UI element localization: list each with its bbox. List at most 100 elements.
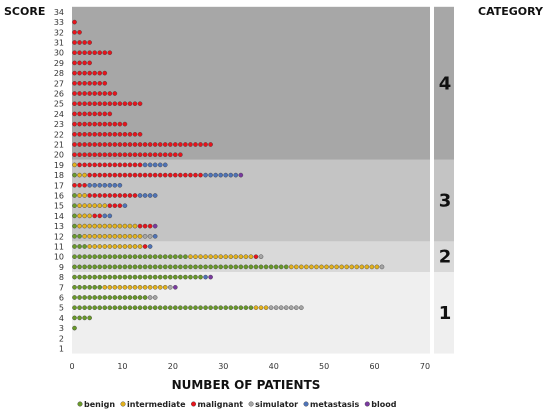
data-point-malignant (82, 91, 87, 96)
data-point-benign (102, 254, 108, 260)
category-bar-3 (434, 159, 454, 242)
data-point-malignant (127, 162, 133, 168)
y-tick-label: 9 (59, 263, 64, 272)
category-band-4 (72, 6, 430, 160)
data-point-metastasis (213, 172, 218, 178)
data-point-intermediate (112, 223, 118, 229)
category-label-4: 4 (439, 73, 452, 94)
data-point-malignant (107, 111, 113, 117)
data-point-benign (87, 264, 92, 270)
data-point-malignant (72, 131, 77, 137)
data-point-malignant (72, 182, 77, 188)
data-point-malignant (87, 81, 92, 86)
data-point-benign (102, 264, 108, 270)
data-point-benign (198, 274, 203, 280)
data-point-malignant (102, 162, 108, 168)
data-point-intermediate (102, 203, 108, 208)
data-point-benign (162, 274, 168, 280)
data-point-malignant (102, 131, 108, 137)
y-tick-label: 5 (59, 304, 64, 313)
data-point-malignant (112, 142, 118, 147)
legend-label-benign: benign (84, 400, 115, 409)
data-point-malignant (72, 121, 77, 127)
data-point-intermediate (72, 162, 77, 168)
data-point-benign (178, 254, 183, 260)
data-point-benign (157, 254, 163, 260)
data-point-benign (117, 274, 123, 280)
data-point-benign (223, 305, 229, 311)
data-point-malignant (107, 101, 113, 106)
data-point-metastasis (157, 162, 163, 168)
data-point-intermediate (233, 254, 239, 260)
data-point-malignant (117, 131, 123, 137)
data-point-metastasis (147, 244, 153, 249)
data-point-malignant (92, 70, 97, 76)
data-point-malignant (178, 142, 183, 147)
y-tick-label: 15 (54, 202, 64, 211)
data-point-malignant (183, 172, 188, 178)
data-point-malignant (152, 152, 158, 157)
data-point-malignant (87, 91, 92, 96)
data-point-benign (87, 284, 92, 290)
x-axis-ticks: 0 10 20 30 40 50 60 70 (69, 362, 430, 371)
data-point-benign (77, 254, 82, 260)
data-point-metastasis (233, 172, 239, 178)
data-point-benign (183, 264, 188, 270)
data-point-intermediate (77, 172, 82, 178)
data-point-benign (82, 284, 87, 290)
data-point-intermediate (122, 233, 128, 239)
data-point-intermediate (162, 284, 168, 290)
data-point-benign (112, 254, 118, 260)
data-point-benign (152, 274, 158, 280)
data-point-malignant (77, 131, 82, 137)
data-point-intermediate (112, 284, 118, 290)
data-point-benign (82, 315, 87, 321)
data-point-intermediate (112, 244, 118, 249)
data-point-malignant (82, 182, 87, 188)
y-tick-label: 18 (54, 171, 64, 180)
data-point-intermediate (82, 203, 87, 208)
data-point-benign (183, 274, 188, 280)
data-point-intermediate (122, 244, 128, 249)
data-point-intermediate (364, 264, 370, 270)
data-point-benign (203, 264, 208, 270)
data-point-malignant (117, 152, 123, 157)
data-point-benign (157, 305, 163, 311)
data-point-malignant (167, 152, 173, 157)
data-point-intermediate (107, 233, 113, 239)
data-point-malignant (107, 152, 113, 157)
data-point-benign (157, 264, 163, 270)
data-point-malignant (127, 142, 133, 147)
data-point-benign (72, 254, 77, 260)
data-point-malignant (173, 152, 178, 157)
data-point-benign (273, 264, 279, 270)
data-point-benign (72, 203, 77, 208)
data-point-intermediate (107, 223, 113, 229)
legend-label-blood: blood (371, 400, 396, 409)
data-point-malignant (178, 152, 183, 157)
data-point-intermediate (374, 264, 380, 270)
legend-marker-simulator (248, 401, 254, 407)
data-point-intermediate (369, 264, 375, 270)
y-tick-label: 13 (54, 222, 64, 231)
data-point-benign (72, 315, 77, 321)
data-point-malignant (72, 142, 77, 147)
data-point-malignant (142, 142, 148, 147)
data-point-malignant (122, 152, 128, 157)
data-point-metastasis (147, 162, 153, 168)
data-point-metastasis (147, 193, 153, 198)
data-point-benign (283, 264, 289, 270)
data-point-malignant (107, 162, 113, 168)
data-point-malignant (87, 172, 92, 178)
data-point-metastasis (102, 213, 108, 219)
data-point-intermediate (82, 193, 87, 198)
data-point-malignant (253, 254, 259, 260)
data-point-intermediate (87, 213, 92, 219)
data-point-malignant (142, 244, 148, 249)
data-point-malignant (87, 70, 92, 76)
data-point-intermediate (82, 233, 87, 239)
x-tick-label: 70 (420, 362, 430, 371)
data-point-benign (137, 264, 143, 270)
data-point-benign (193, 305, 198, 311)
data-point-benign (208, 305, 213, 311)
